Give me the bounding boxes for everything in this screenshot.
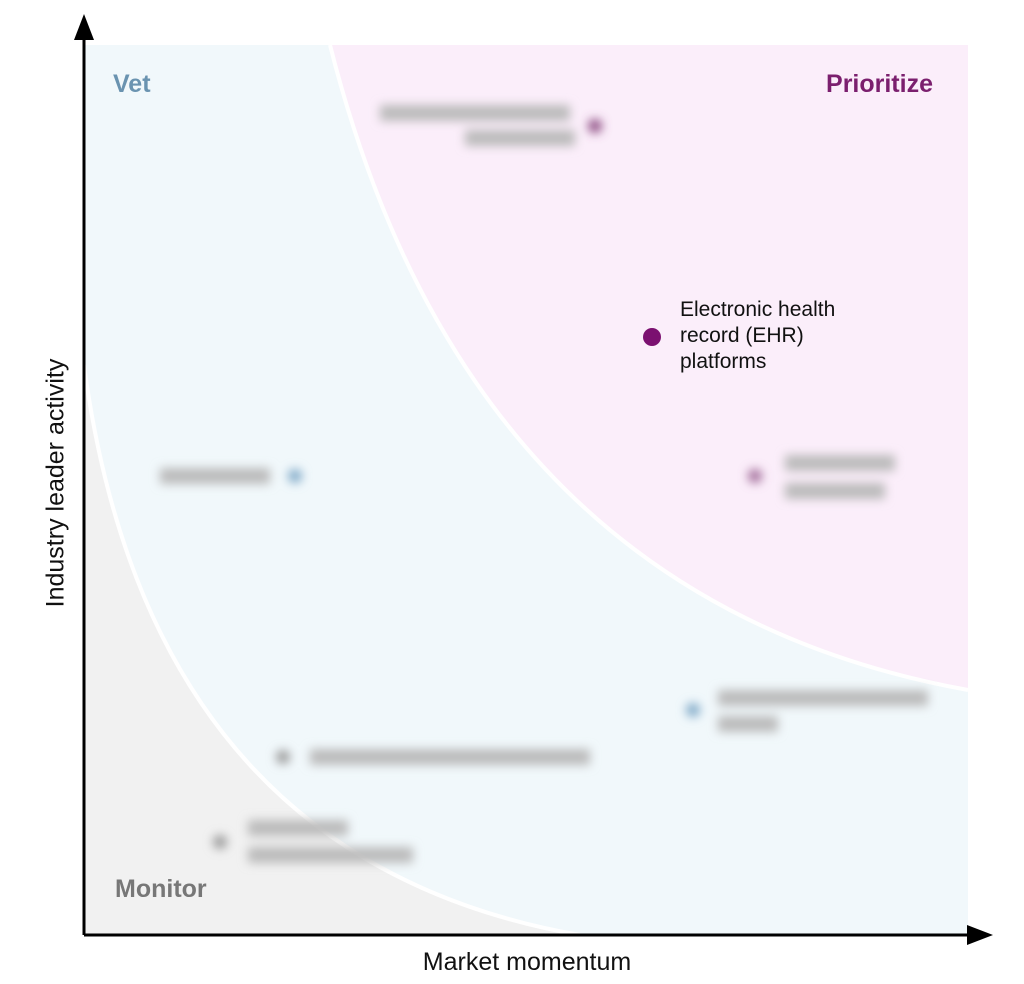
blurred-item (686, 703, 700, 717)
zone-boundary (82, 364, 581, 937)
blurred-item (465, 130, 575, 146)
item-label: Electronic health record (EHR) platforms (680, 298, 836, 373)
blurred-item (160, 468, 270, 484)
zone-label: Prioritize (826, 70, 933, 98)
blurred-item (248, 820, 348, 836)
x-axis-arrow (967, 925, 993, 945)
blurred-item (276, 750, 290, 764)
y-axis-label: Industry leader activity (41, 358, 70, 608)
blurred-item (310, 749, 590, 765)
item-dot (643, 328, 661, 346)
prioritize-zone (330, 45, 968, 690)
blurred-item (718, 716, 778, 732)
zone-label: Vet (113, 70, 151, 98)
blurred-item (380, 105, 570, 121)
blurred-item (785, 483, 885, 499)
blurred-items (160, 105, 928, 863)
blurred-item (588, 119, 602, 133)
blurred-item (718, 690, 928, 706)
blurred-item (288, 469, 302, 483)
x-axis-label: Market momentum (422, 948, 632, 976)
blurred-item (785, 455, 895, 471)
blurred-item (748, 469, 762, 483)
blurred-item (248, 847, 413, 863)
zone-boundary (328, 44, 969, 692)
y-axis-arrow (74, 14, 94, 40)
zone-label: Monitor (115, 875, 207, 903)
blurred-item (213, 835, 227, 849)
